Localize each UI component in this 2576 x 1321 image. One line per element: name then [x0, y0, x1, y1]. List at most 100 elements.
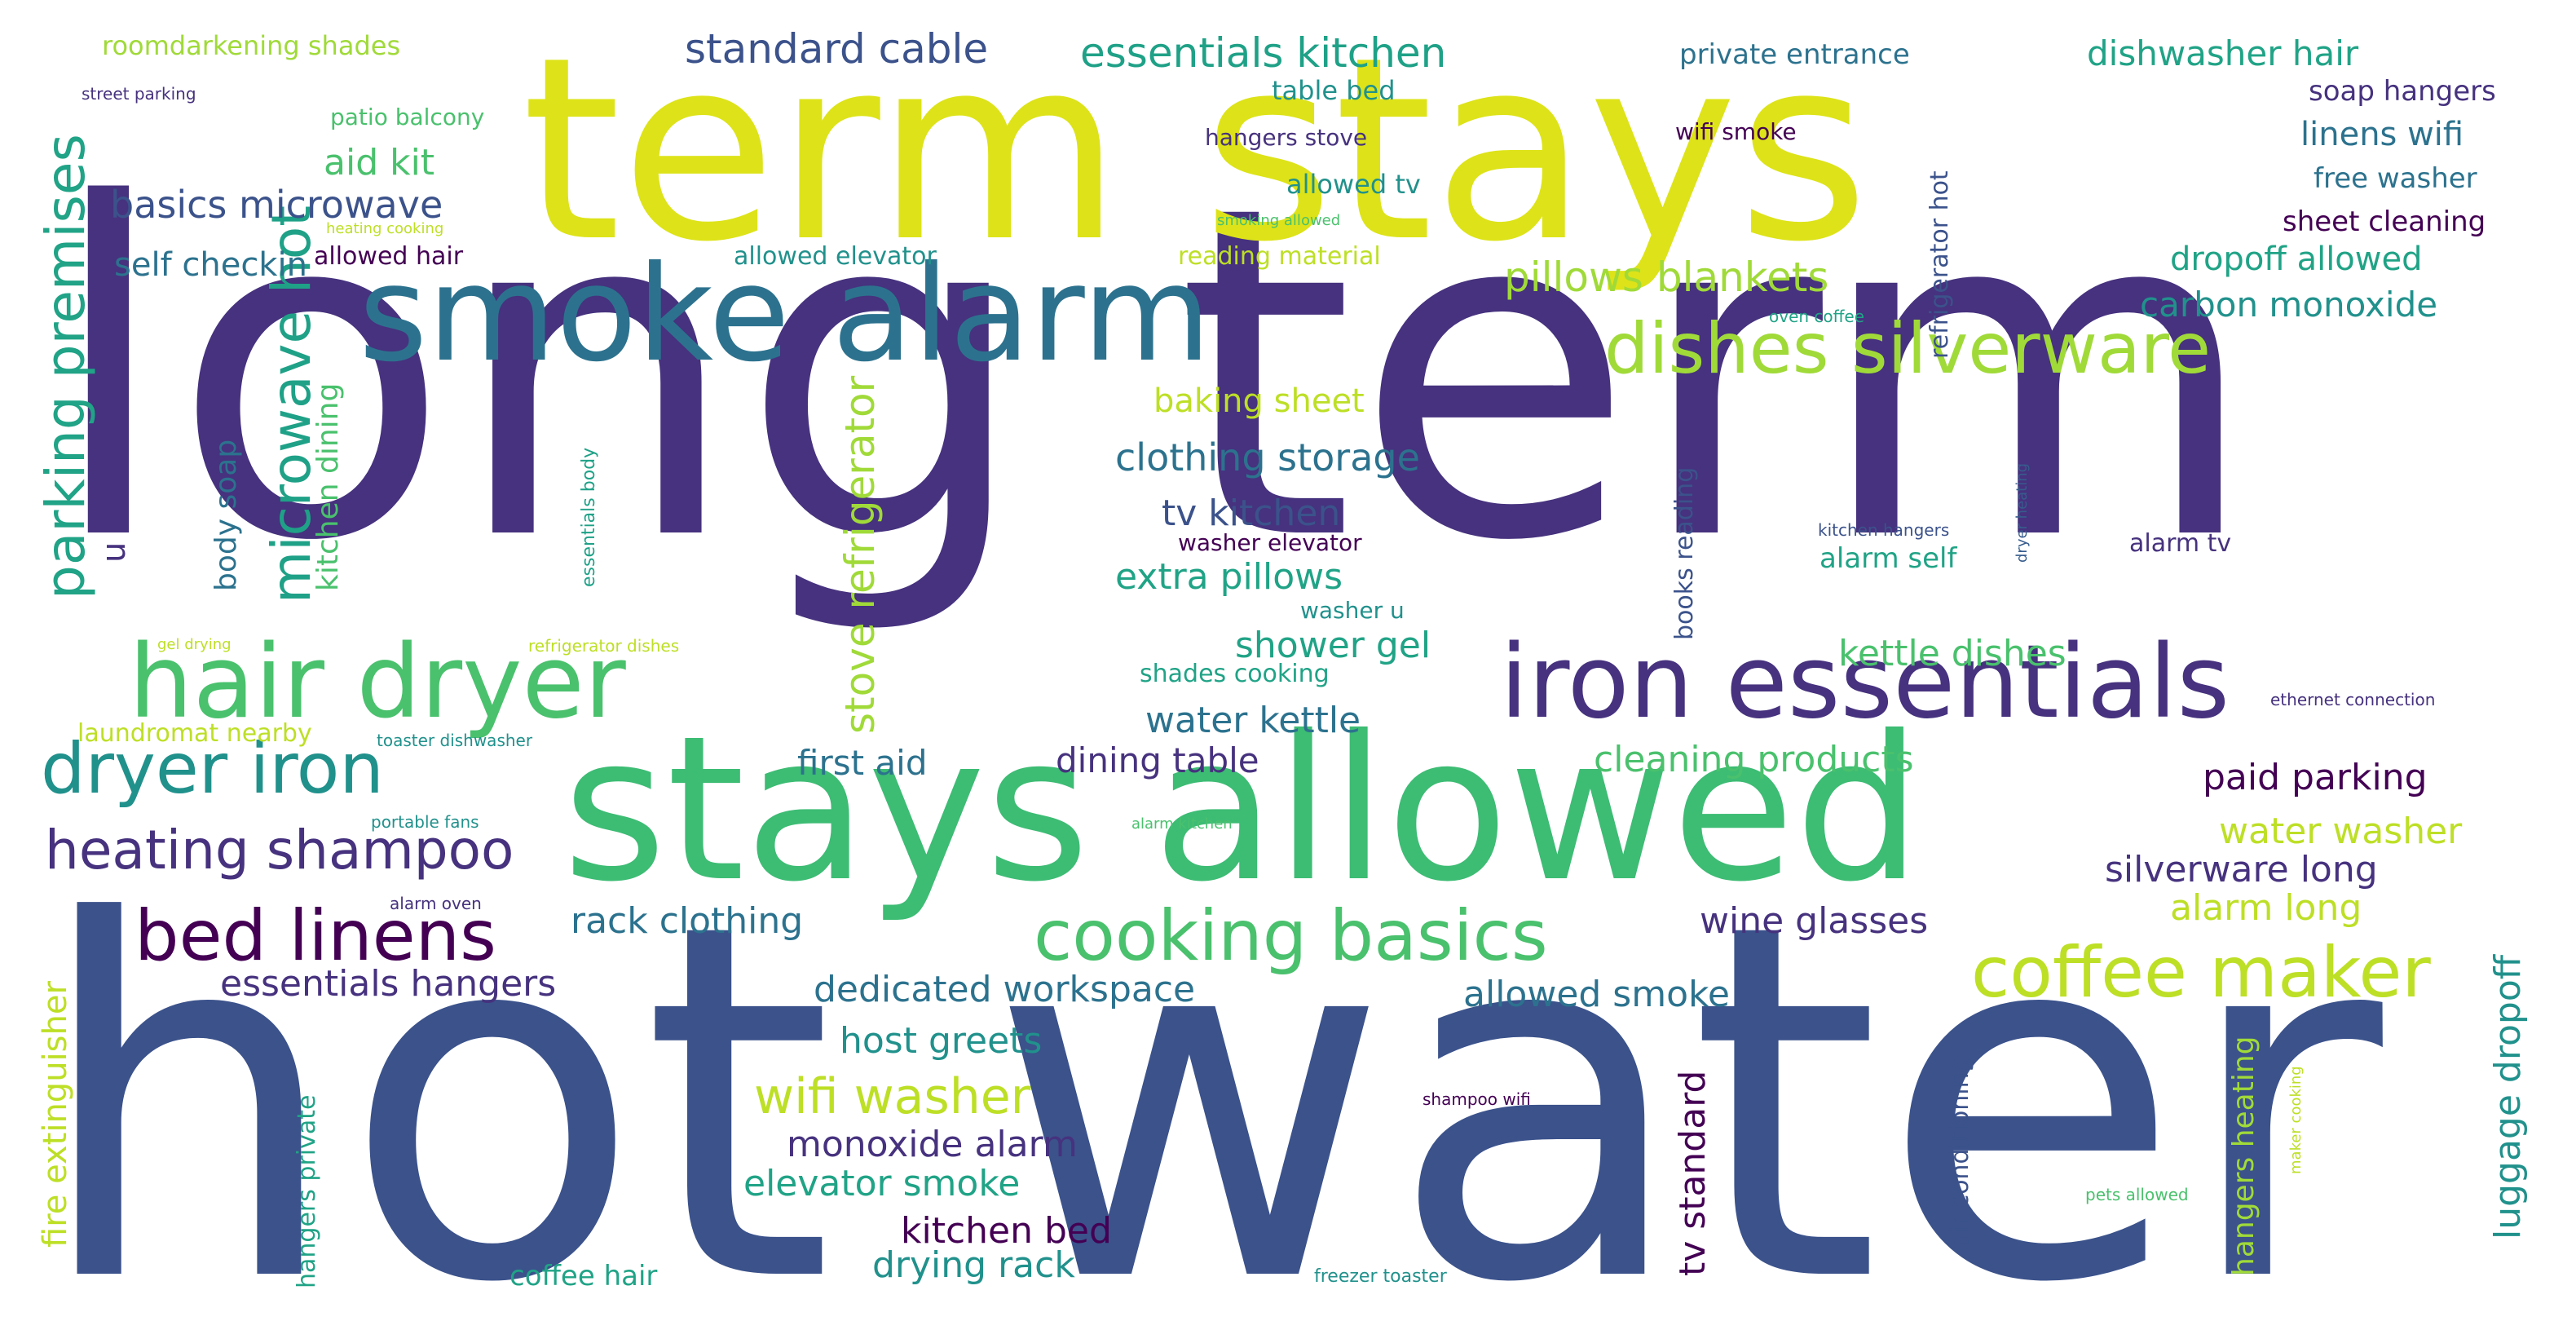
- word-paid-parking: paid parking: [2203, 757, 2428, 798]
- word-silverware-long: silverware long: [2105, 849, 2378, 890]
- word-wifi-smoke: wifi smoke: [1675, 118, 1797, 145]
- word-alarm-kitchen: alarm kitchen: [1131, 815, 1233, 833]
- word-host-greets: host greets: [840, 1020, 1043, 1062]
- word-heating-shampoo: heating shampoo: [45, 819, 514, 881]
- word-carbon-monoxide: carbon monoxide: [2140, 285, 2438, 325]
- word-wine-glasses: wine glasses: [1700, 900, 1929, 942]
- word-street-parking: street parking: [82, 84, 196, 104]
- word-self-checkin: kitchen dining: [311, 382, 345, 591]
- word-smoking-allowed: smoking allowed: [1217, 212, 1341, 229]
- word-extra-pillows: extra pillows: [1115, 556, 1343, 598]
- word-shades-cooking: shades cooking: [1140, 660, 1330, 688]
- word-standard-cable: standard cable: [685, 25, 989, 73]
- word-elevator-smoke: elevator smoke: [743, 1163, 1021, 1204]
- word-free-washer: free washer: [2314, 162, 2477, 195]
- word-monoxide-alarm: monoxide alarm: [787, 1124, 1078, 1165]
- word-roomdarkening-shades: roomdarkening shades: [102, 30, 401, 61]
- word-refrigerator-dishes: refrigerator dishes: [528, 636, 680, 656]
- word-freezer-toaster: freezer toaster: [1314, 1266, 1447, 1287]
- word-reading-material: reading material: [1178, 242, 1381, 271]
- word-table-bed: table bed: [1272, 75, 1396, 106]
- word-oven-coffee: oven coffee: [1769, 307, 1865, 326]
- word-sheet-cleaning: sheet cleaning: [2283, 205, 2486, 238]
- word-parking-premises: parking premises: [34, 134, 97, 599]
- word-baking-sheet: baking sheet: [1153, 382, 1365, 420]
- word-allowed-hair: allowed hair: [314, 242, 464, 271]
- word-cleaning-products: cleaning products: [1594, 739, 1914, 780]
- word-dishwasher-hair: dishwasher hair: [2087, 33, 2359, 73]
- word-wifi-washer: wifi washer: [754, 1068, 1031, 1125]
- word-patio-balcony: patio balcony: [330, 104, 485, 130]
- word-clothing-storage: clothing storage: [1115, 435, 1420, 479]
- word-iron-essentials: iron essentials: [1500, 624, 2230, 741]
- word-refrigerator-hot: refrigerator hot: [1925, 170, 1954, 359]
- word-essentials-hangers: essentials hangers: [220, 963, 557, 1005]
- word-hangers-heating: hangers heating: [2227, 1036, 2261, 1276]
- word-stove-refrigerator: stove refrigerator: [836, 375, 884, 734]
- word-dryer-heating: dryer heating: [2014, 462, 2031, 563]
- word-kitchen-bed: kitchen bed: [901, 1210, 1112, 1252]
- word-dedicated-workspace: dedicated workspace: [814, 969, 1196, 1010]
- word-drying-rack: drying rack: [872, 1244, 1075, 1286]
- word-alarm-long: alarm long: [2170, 887, 2362, 929]
- word-hangers-private: hangers private: [293, 1094, 321, 1288]
- word-washer-u: washer u: [1300, 597, 1405, 624]
- word-term-stays: term stays: [522, 3, 1869, 298]
- word-pillows-blankets: pillows blankets: [1504, 254, 1829, 301]
- word-laundromat-nearby: laundromat nearby: [77, 719, 312, 748]
- word-dishes-silverware: dishes silverware: [1604, 308, 2212, 390]
- word-air-conditioning: air conditioning: [1946, 1057, 1974, 1248]
- word-linens-wifi: linens wifi: [2300, 116, 2464, 153]
- word-dropoff-allowed: dropoff allowed: [2170, 241, 2423, 278]
- word-hangers-stove: hangers stove: [1205, 124, 1368, 151]
- word-body-soap: u unit: [95, 468, 133, 563]
- word-dryer-iron: dryer iron: [41, 728, 384, 810]
- word-allowed-tv: allowed tv: [1286, 169, 1421, 200]
- word-kitchen-hangers: kitchen hangers: [1818, 520, 1950, 540]
- word-bed-linens: bed linens: [135, 895, 496, 977]
- word-pets-allowed: pets allowed: [2085, 1185, 2189, 1204]
- word-dining-table: dining table: [1056, 740, 1259, 780]
- word-washer-elevator: washer elevator: [1178, 529, 1362, 556]
- word-u-unit: self checkin: [114, 246, 307, 284]
- word-long-term: long term: [45, 109, 2260, 641]
- word-cooking-basics: cooking basics: [1034, 895, 1548, 977]
- word-hot-water: hot water: [33, 820, 2383, 1321]
- word-ethernet-connection: ethernet connection: [2270, 690, 2436, 709]
- word-maker-cooking: maker cooking: [2287, 1066, 2305, 1174]
- word-aid-kit: aid kit: [324, 142, 435, 183]
- word-shower-gel: shower gel: [1235, 625, 1431, 666]
- word-fire-extinguisher: fire extinguisher: [37, 981, 74, 1248]
- word-coffee-hair: coffee hair: [509, 1260, 658, 1292]
- word-alarm-self: alarm self: [1820, 542, 1957, 575]
- word-essentials-body: essentials body: [579, 447, 599, 587]
- word-toaster-dishwasher: toaster dishwasher: [377, 731, 533, 750]
- word-allowed-elevator: allowed elevator: [734, 242, 937, 271]
- word-smoke-alarm: smoke alarm: [359, 238, 1211, 391]
- word-essentials-kitchen: essentials kitchen: [1080, 29, 1447, 77]
- word-heating-cooking: heating cooking: [326, 220, 444, 237]
- word-kettle-dishes: kettle dishes: [1838, 633, 2067, 674]
- word-tv-standard: tv standard: [1672, 1070, 1714, 1276]
- word-water-washer: water washer: [2219, 811, 2463, 852]
- word-kitchen-dining: body soap: [210, 439, 243, 591]
- word-shampoo-wifi: shampoo wifi: [1423, 1089, 1531, 1109]
- word-private-entrance: private entrance: [1679, 38, 1910, 71]
- word-luggage-dropoff: luggage dropoff: [2487, 954, 2529, 1239]
- word-alarm-tv: alarm tv: [2129, 529, 2232, 558]
- word-hair-dryer: hair dryer: [129, 624, 626, 741]
- word-tv-kitchen: tv kitchen: [1162, 493, 1341, 534]
- word-allowed-smoke: allowed smoke: [1463, 974, 1730, 1015]
- word-coffee-maker: coffee maker: [1971, 932, 2431, 1014]
- word-water-kettle: water kettle: [1145, 700, 1361, 741]
- word-books-reading: books reading: [1670, 466, 1699, 640]
- word-soap-hangers: soap hangers: [2309, 75, 2496, 108]
- word-first-aid: first aid: [797, 743, 928, 783]
- word-alarm-oven: alarm oven: [390, 894, 482, 913]
- word-portable-fans: portable fans: [371, 812, 479, 832]
- word-stays-allowed: stays allowed: [562, 693, 1922, 926]
- word-gel-drying: gel drying: [157, 636, 232, 653]
- word-basics-microwave: basics microwave: [110, 183, 443, 227]
- word-rack-clothing: rack clothing: [571, 900, 804, 942]
